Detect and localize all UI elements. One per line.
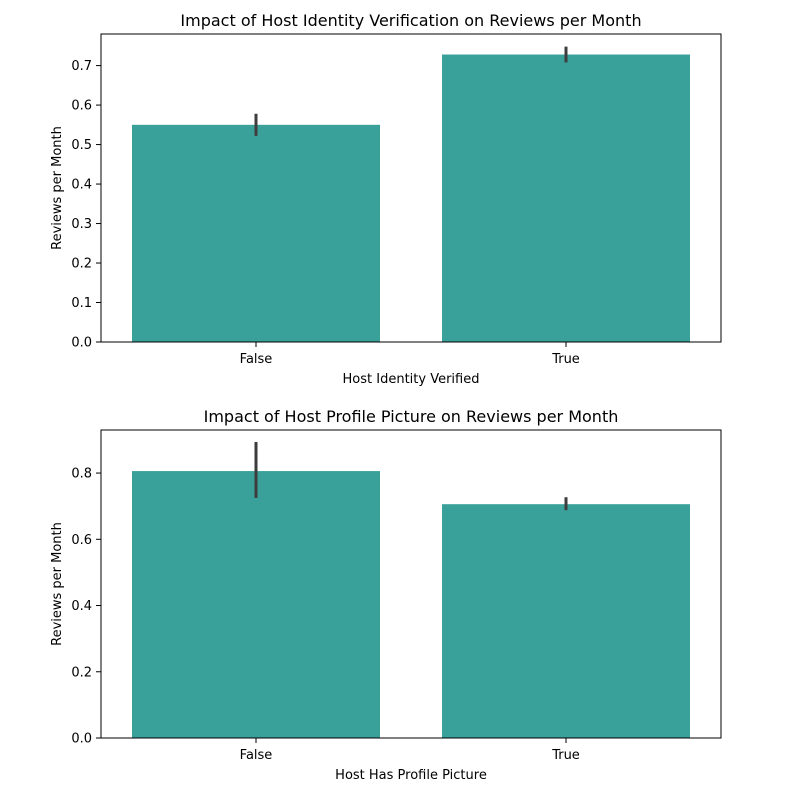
y-tick-label: 0.6 <box>71 533 92 548</box>
chart-title: Impact of Host Profile Picture on Review… <box>204 407 619 426</box>
y-tick-label: 0.0 <box>71 336 92 351</box>
plot-frame <box>100 33 722 343</box>
x-axis-label: Host Identity Verified <box>343 372 480 387</box>
y-tick-label: 0.2 <box>71 257 92 272</box>
bar-true <box>442 54 690 343</box>
bar-group <box>132 46 690 343</box>
y-tick-label: 0.4 <box>71 599 92 614</box>
y-tick-label: 0.4 <box>71 178 92 193</box>
chart-host-identity-verified: Impact of Host Identity Verification on … <box>50 11 722 387</box>
chart-host-profile-picture: Impact of Host Profile Picture on Review… <box>50 407 722 783</box>
y-tick-label: 0.7 <box>71 59 92 74</box>
x-tick-label: False <box>240 352 273 367</box>
bar-false <box>132 124 380 342</box>
bar-group <box>132 441 690 738</box>
y-tick-label: 0.8 <box>71 467 92 482</box>
y-tick-label: 0.6 <box>71 99 92 114</box>
plot-frame <box>100 429 722 739</box>
bar-true <box>442 504 690 738</box>
y-tick-label: 0.2 <box>71 665 92 680</box>
chart-title: Impact of Host Identity Verification on … <box>180 11 641 30</box>
x-axis-label: Host Has Profile Picture <box>335 768 487 783</box>
y-tick-label: 0.1 <box>71 296 92 311</box>
x-tick-label: True <box>551 748 580 763</box>
x-axis-ticks: False True <box>240 342 580 367</box>
x-tick-label: True <box>551 352 580 367</box>
y-tick-label: 0.3 <box>71 217 92 232</box>
y-axis-label: Reviews per Month <box>50 126 65 250</box>
y-tick-label: 0.0 <box>71 732 92 747</box>
x-tick-label: False <box>240 748 273 763</box>
x-axis-ticks: False True <box>240 738 580 763</box>
y-axis-ticks: 0.0 0.1 0.2 0.3 0.4 0.5 0.6 0.7 <box>71 59 101 351</box>
y-axis-ticks: 0.0 0.2 0.4 0.6 0.8 <box>71 467 101 747</box>
y-tick-label: 0.5 <box>71 138 92 153</box>
bar-false <box>132 471 380 738</box>
y-axis-label: Reviews per Month <box>50 522 65 646</box>
